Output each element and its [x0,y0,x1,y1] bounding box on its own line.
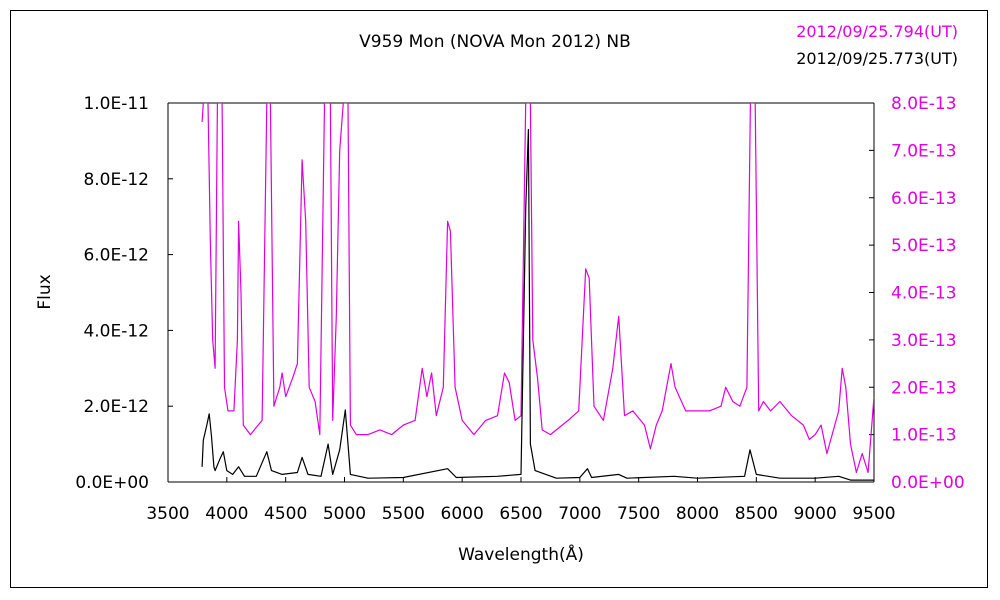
chart-frame [10,10,988,588]
x-tick-label: 6000 [441,504,484,524]
x-tick-label: 9500 [852,504,895,524]
y-right-tick-label: 3.0E-13 [891,331,957,351]
y-right-tick-label: 4.0E-13 [891,284,957,304]
x-tick-label: 7000 [558,504,601,524]
x-tick-label: 5500 [382,504,425,524]
y-right-tick-label: 5.0E-13 [891,236,957,256]
y-left-tick-label: 4.0E-12 [83,321,149,341]
y-right-tick-label: 1.0E-13 [891,426,957,446]
x-tick-label: 8000 [676,504,719,524]
plot-area [201,103,874,481]
y-right-tick-label: 0.0E+00 [891,473,965,493]
legend-entry-black: 2012/09/25.773(UT) [796,49,958,68]
x-tick-label: 7500 [617,504,660,524]
y-right-tick-label: 7.0E-13 [891,141,957,161]
y-right-tick-label: 2.0E-13 [891,378,957,398]
y-left-tick-label: 1.0E-11 [83,94,149,114]
x-tick-label: 3500 [146,504,189,524]
x-tick-label: 4500 [264,504,307,524]
x-tick-label: 5000 [323,504,366,524]
x-tick-label: 4000 [205,504,248,524]
x-axis-label: Wavelength(Å) [458,543,584,565]
legend-entry-magenta: 2012/09/25.794(UT) [796,22,958,41]
y-right-tick-label: 6.0E-13 [891,189,957,209]
x-tick-label: 9000 [794,504,837,524]
y-left-tick-label: 8.0E-12 [83,170,149,190]
y-right-tick-label: 8.0E-13 [891,94,957,114]
y-left-tick-label: 6.0E-12 [83,246,149,266]
series-line-1 [201,128,874,481]
series-line-0 [201,103,874,474]
y-left-tick-label: 2.0E-12 [83,397,149,417]
chart-title: V959 Mon (NOVA Mon 2012) NB [359,32,631,52]
x-tick-label: 6500 [499,504,542,524]
y-axis-label: Flux [35,274,55,309]
axes: 3500 4000 4500 5000 5500 6000 6500 7000 7500 8000… [75,94,964,524]
x-tick-label: 8500 [735,504,778,524]
y-left-tick-label: 0.0E+00 [75,473,149,493]
